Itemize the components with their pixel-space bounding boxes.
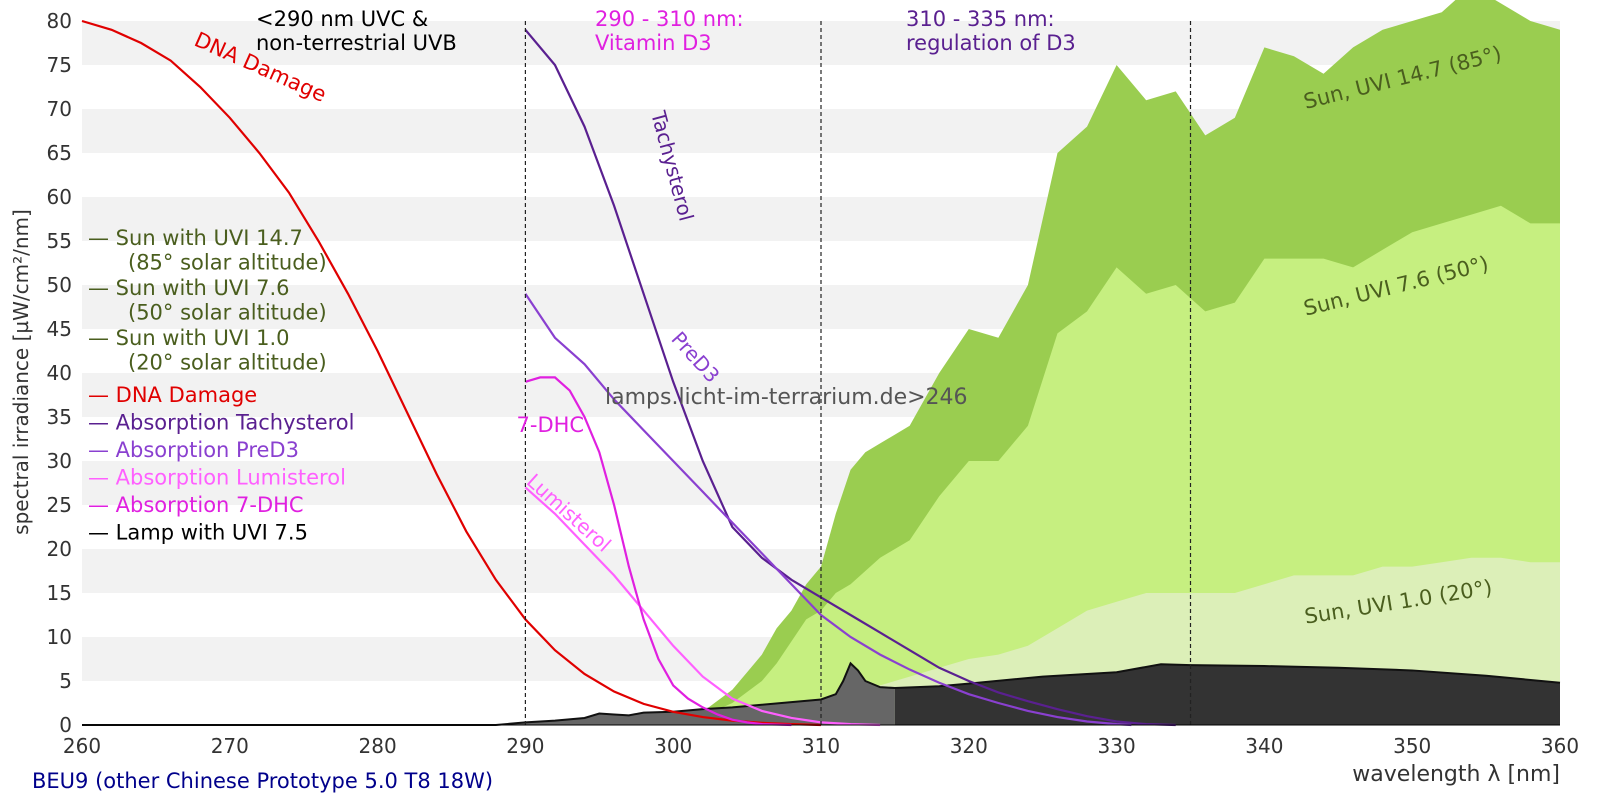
y-tick-label: 35 <box>47 405 72 429</box>
x-tick-label: 360 <box>1541 734 1579 758</box>
legend-entry: (85° solar altitude) <box>128 251 327 275</box>
y-tick-label: 30 <box>47 449 72 473</box>
y-tick-label: 40 <box>47 361 72 385</box>
x-axis-label: wavelength λ [nm] <box>1352 762 1560 787</box>
y-tick-label: 75 <box>47 53 72 77</box>
tick-labels: 260 270 280 290 300 310 320 330 340 350 360 0 5 10 15 2… <box>47 9 1580 758</box>
x-tick-label: 260 <box>63 734 101 758</box>
y-tick-label: 50 <box>47 273 72 297</box>
legend-entry: — Absorption Lumisterol <box>88 466 346 490</box>
region-text: 310 - 335 nm: <box>906 7 1055 31</box>
y-tick-label: 45 <box>47 317 72 341</box>
legend-entry: — Absorption PreD3 <box>88 438 299 462</box>
y-tick-label: 65 <box>47 141 72 165</box>
y-tick-label: 15 <box>47 581 72 605</box>
legend-entry: (50° solar altitude) <box>128 301 327 325</box>
y-tick-label: 55 <box>47 229 72 253</box>
sun-spectra-areas <box>673 0 1560 725</box>
y-tick-label: 10 <box>47 625 72 649</box>
lamp-caption: BEU9 (other Chinese Prototype 5.0 T8 18W… <box>32 769 493 793</box>
x-tick-label: 320 <box>950 734 988 758</box>
region-text: regulation of D3 <box>906 31 1076 55</box>
y-axis-label: spectral irradiance [µW/cm²/nm] <box>9 209 33 535</box>
y-tick-label: 25 <box>47 493 72 517</box>
region-annotations: <290 nm UVC &non-terrestrial UVB 290 - 31… <box>256 7 1076 55</box>
x-tick-label: 310 <box>802 734 840 758</box>
region-text: <290 nm UVC & <box>256 7 428 31</box>
legend-entry: — Lamp with UVI 7.5 <box>88 521 308 545</box>
legend-entry: — Absorption Tachysterol <box>88 411 354 435</box>
legend: — Sun with UVI 14.7(85° solar altitude)—… <box>88 226 354 545</box>
y-tick-label: 0 <box>59 713 72 737</box>
x-tick-label: 270 <box>211 734 249 758</box>
x-tick-label: 300 <box>654 734 692 758</box>
legend-entry: — Absorption 7-DHC <box>88 493 304 517</box>
curve-absorption-7-dhc <box>525 376 792 727</box>
legend-entry: — Sun with UVI 7.6 <box>88 276 290 300</box>
legend-entry: — Sun with UVI 14.7 <box>88 226 303 250</box>
y-tick-label: 60 <box>47 185 72 209</box>
x-tick-label: 340 <box>1245 734 1283 758</box>
y-tick-label: 5 <box>59 669 72 693</box>
y-tick-label: 80 <box>47 9 72 33</box>
watermark: lamps.licht-im-terrarium.de>246 <box>605 385 968 410</box>
x-tick-label: 280 <box>359 734 397 758</box>
x-tick-label: 330 <box>1098 734 1136 758</box>
region-text: 290 - 310 nm: <box>595 7 744 31</box>
x-tick-label: 350 <box>1393 734 1431 758</box>
legend-entry: (20° solar altitude) <box>128 351 327 375</box>
y-tick-label: 70 <box>47 97 72 121</box>
lamp-area-uvb <box>82 663 895 725</box>
curve-absorption-tachysterol <box>524 29 1176 727</box>
region-text: non-terrestrial UVB <box>256 31 457 55</box>
region-text: Vitamin D3 <box>595 31 712 55</box>
curve-dna-damage <box>81 19 822 727</box>
legend-entry: — Sun with UVI 1.0 <box>88 326 290 350</box>
lamp-line <box>82 661 1561 726</box>
region-dividers <box>524 21 1192 725</box>
y-tick-label: 20 <box>47 537 72 561</box>
legend-entry: — DNA Damage <box>88 383 257 407</box>
label-7-dhc: 7-DHC <box>517 413 585 437</box>
x-tick-label: 290 <box>506 734 544 758</box>
curve-absorption-pred3 <box>524 293 1132 727</box>
